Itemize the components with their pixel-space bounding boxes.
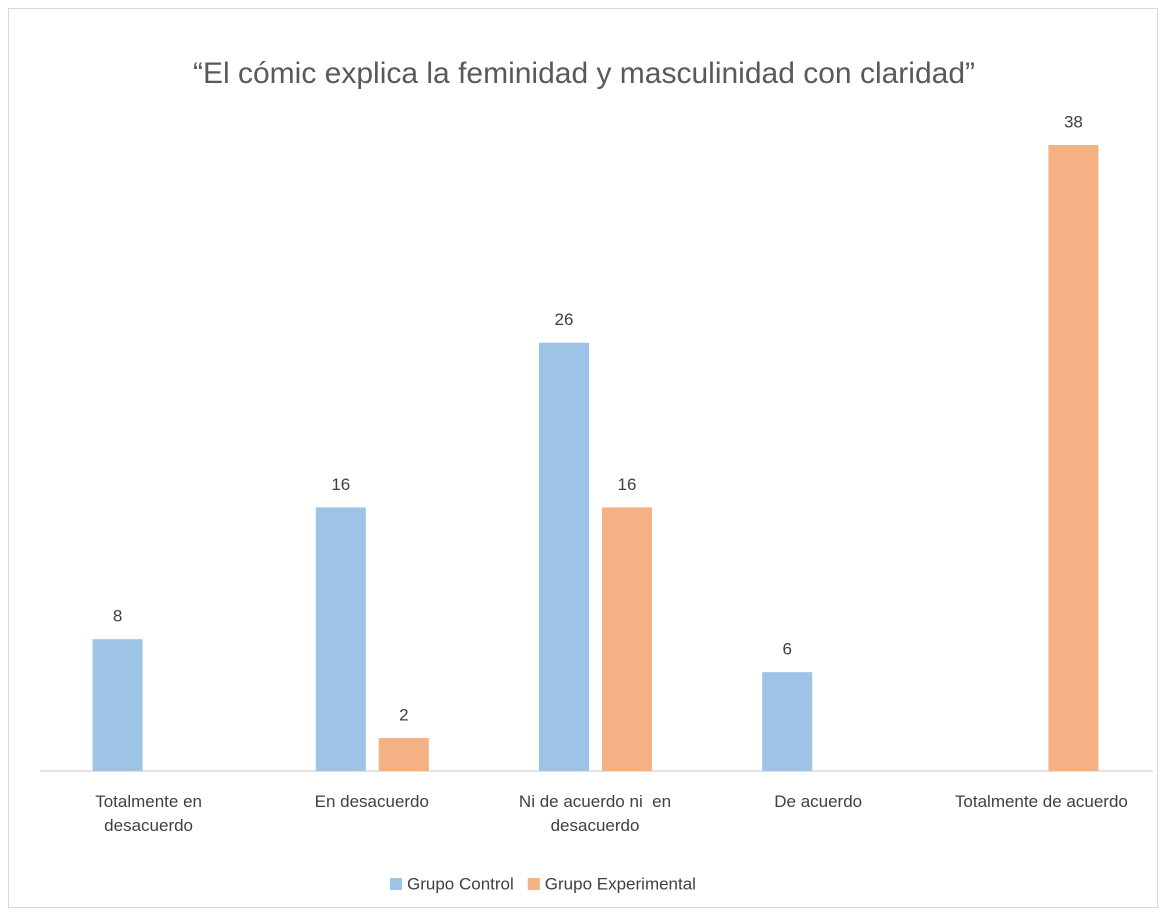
bar [92, 639, 143, 771]
x-tick-label: De acuerdo [774, 792, 863, 811]
data-label: 26 [555, 310, 574, 329]
legend-swatch [390, 878, 402, 890]
x-tick-label: Totalmente de acuerdo [954, 792, 1128, 811]
legend-swatch [527, 878, 540, 890]
chart-border [8, 8, 1158, 908]
data-label: 16 [331, 475, 350, 494]
bar [539, 342, 589, 771]
data-label: 16 [618, 475, 637, 494]
bar [315, 507, 366, 771]
bar [378, 738, 429, 771]
chart-title: “El cómic explica la feminidad y masculi… [193, 57, 975, 90]
data-label: 38 [1064, 112, 1083, 131]
data-label: 2 [399, 706, 408, 725]
bar [762, 672, 813, 771]
bar [1048, 145, 1099, 771]
x-tick-label: Ni de acuerdo ni en desacuerdo [518, 792, 676, 835]
legend-label: Grupo Control [407, 874, 514, 893]
bar [602, 507, 652, 771]
data-label: 6 [782, 640, 791, 659]
data-label: 8 [113, 607, 122, 626]
x-tick-label: Totalmente en desacuerdo [95, 792, 207, 835]
legend-label: Grupo Experimental [545, 874, 696, 893]
x-tick-label: En desacuerdo [314, 792, 429, 811]
